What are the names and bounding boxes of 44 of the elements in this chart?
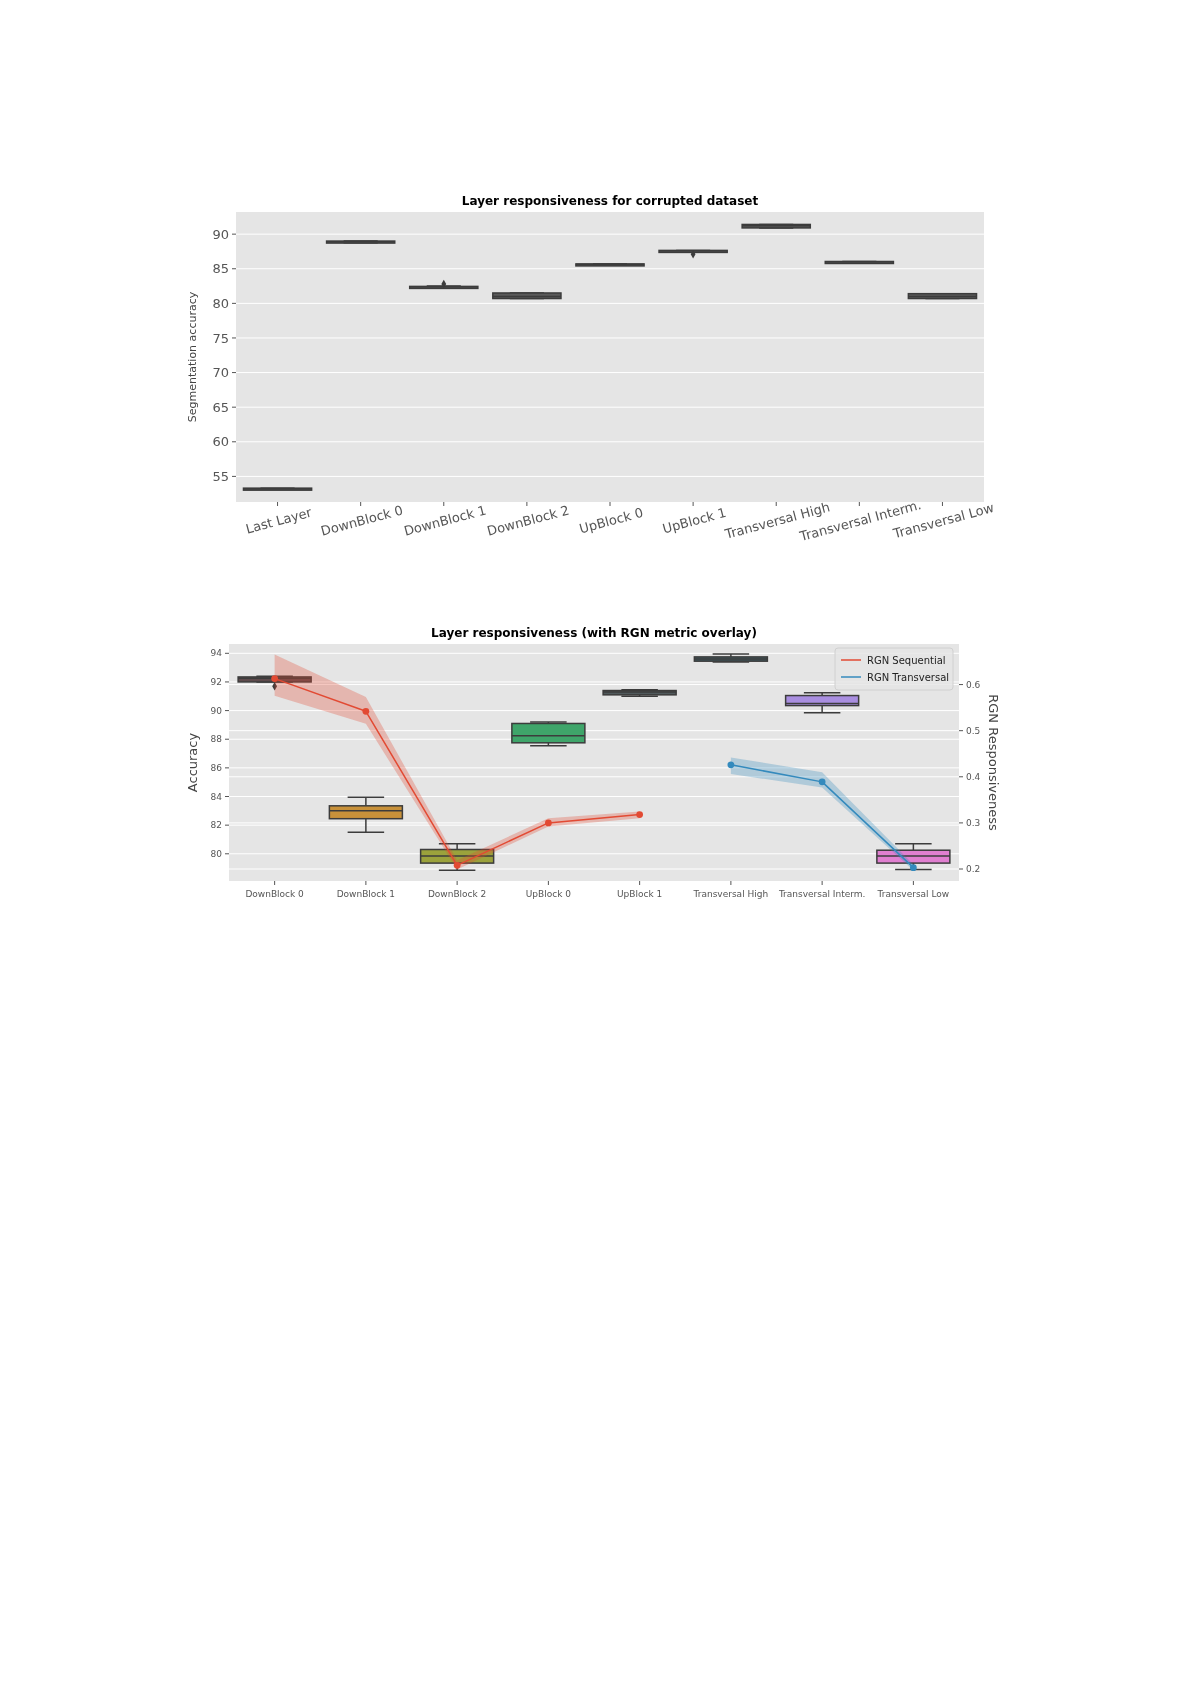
y2-tick-label: 0.2 [966,864,981,875]
x-tick-label: UpBlock 0 [577,504,645,537]
y2-tick-label: 0.6 [966,679,981,690]
x-tick-label: DownBlock 1 [336,889,396,900]
y2-axis-title: RGN Responsiveness [986,694,1001,831]
point [271,675,279,682]
y-tick-label: 90 [210,705,223,716]
x-tick-label: UpBlock 1 [617,889,663,900]
y2-tick-label: 0.3 [966,818,981,829]
x-tick-label: Transversal High [692,889,769,900]
y-tick-label: 75 [212,330,229,346]
point [727,761,735,769]
y-tick-label: 88 [210,734,223,745]
y2-tick-label: 0.5 [966,725,981,736]
y-tick-label: 85 [212,261,229,277]
y-tick-label: 80 [210,848,223,859]
y-tick-label: 86 [210,763,223,774]
y-tick-label: 65 [212,399,229,415]
x-tick-label: Transversal Low [876,889,950,900]
y-tick-label: 94 [210,648,223,659]
point [818,778,826,786]
chart-title: Layer responsiveness (with RGN metric overlay) [431,626,757,640]
y-tick-label: 90 [212,226,229,242]
y-tick-label: 80 [212,295,229,311]
x-tick-label: Transversal Interm. [777,889,866,900]
y-tick-label: 70 [212,365,229,381]
y-tick-label: 82 [210,820,222,831]
y-axis-title: Accuracy [185,732,200,793]
point [362,707,370,715]
point [636,811,644,818]
x-tick-label: Last Layer [244,504,314,537]
chart-title: Layer responsiveness for corrupted dataset [461,194,759,208]
y-tick-label: 92 [210,677,222,688]
y-axis-title: Segmentation accuracy [186,291,199,423]
y-tick-label: 60 [212,434,229,450]
point [544,819,552,827]
x-tick-label: UpBlock 0 [525,889,572,900]
x-tick-label: DownBlock 2 [427,889,487,900]
y2-tick-label: 0.4 [966,771,981,782]
x-tick-label: DownBlock 0 [245,889,305,900]
legend-label: RGN Transversal [867,671,950,683]
legend-label: RGN Sequential [867,654,946,666]
y-tick-label: 55 [212,468,229,484]
y-tick-label: 84 [210,791,223,802]
